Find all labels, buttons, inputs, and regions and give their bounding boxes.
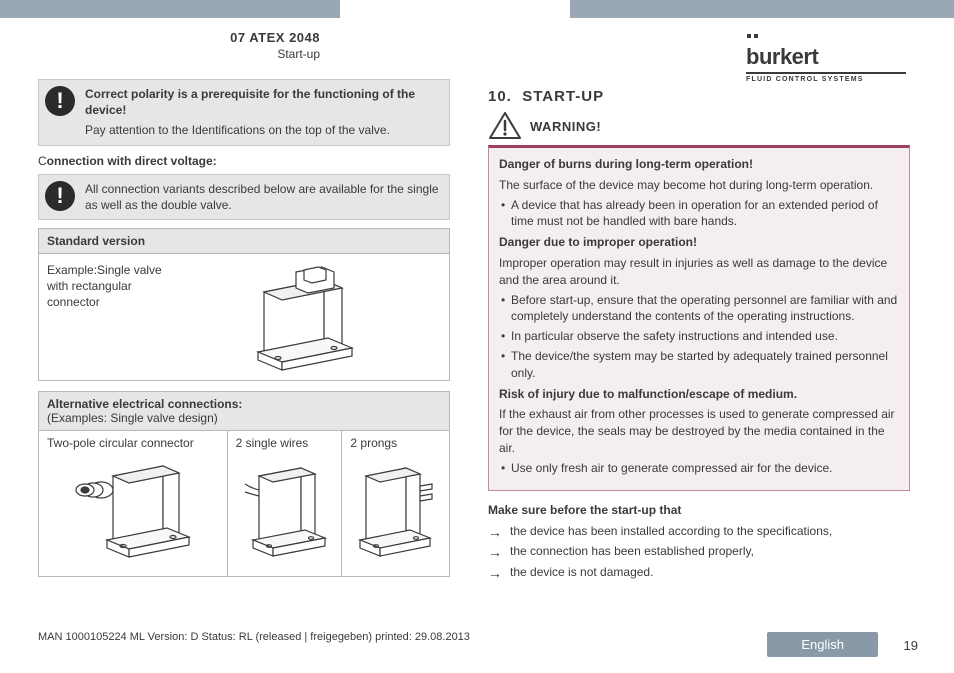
standard-version-caption: Example:Single valve with rectangular co…: [47, 262, 177, 372]
header-subtitle: Start-up: [38, 47, 320, 61]
checklist-item: the connection has been established prop…: [488, 543, 910, 560]
warning-triangle-icon: [488, 111, 522, 141]
footer-language-badge: English: [767, 632, 878, 657]
connection-heading: Connection with direct voltage:: [38, 154, 450, 168]
top-bar-right: [570, 0, 954, 18]
standard-version-head: Standard version: [39, 229, 449, 254]
burns-head: Danger of burns during long-term operati…: [499, 156, 899, 173]
checklist-item: the device has been installed according …: [488, 523, 910, 540]
improper-item: In particular observe the safety instruc…: [499, 328, 899, 345]
warning-header-row: WARNING!: [488, 111, 910, 141]
risk-item: Use only fresh air to generate compresse…: [499, 460, 899, 477]
improper-head: Danger due to improper operation!: [499, 234, 899, 251]
alt-label-2: 2 single wires: [236, 436, 334, 452]
valve-rectangular-connector-diagram: [177, 262, 441, 372]
warning-box: Danger of burns during long-term operati…: [488, 145, 910, 491]
section-heading: 10. START-UP: [488, 88, 910, 105]
top-color-bars: [0, 0, 954, 18]
burns-item: A device that has already been in operat…: [499, 197, 899, 231]
alt-cell-prongs: 2 prongs: [342, 431, 449, 576]
burns-text: The surface of the device may become hot…: [499, 177, 899, 194]
alternative-connections-head: Alternative electrical connections: (Exa…: [39, 392, 449, 431]
checklist: the device has been installed according …: [488, 523, 910, 581]
exclamation-icon: !: [45, 181, 75, 211]
alt-label-3: 2 prongs: [350, 436, 441, 452]
header-title: 07 ATEX 2048: [38, 30, 320, 45]
notice-variants: ! All connection variants described belo…: [38, 174, 450, 220]
notice-polarity-bold: Correct polarity is a prerequisite for t…: [85, 86, 441, 118]
alternative-connections-table: Alternative electrical connections: (Exa…: [38, 391, 450, 577]
notice-polarity-text: Pay attention to the Identifications on …: [85, 122, 441, 138]
footer-page-number: 19: [904, 638, 918, 653]
checklist-item: the device is not damaged.: [488, 564, 910, 581]
alt-cell-circular: Two-pole circular connector: [39, 431, 228, 576]
risk-text: If the exhaust air from other processes …: [499, 406, 899, 456]
improper-item: The device/the system may be started by …: [499, 348, 899, 382]
top-bar-left: [0, 0, 340, 18]
improper-item: Before start-up, ensure that the operati…: [499, 292, 899, 326]
page-header: 07 ATEX 2048 Start-up: [38, 30, 450, 61]
alt-cell-wires: 2 single wires: [228, 431, 343, 576]
valve-single-wires-diagram: [236, 458, 334, 568]
left-column: 07 ATEX 2048 Start-up ! Correct polarity…: [38, 30, 470, 673]
alt-label-1: Two-pole circular connector: [47, 436, 219, 452]
valve-circular-connector-diagram: [47, 458, 219, 568]
notice-polarity: ! Correct polarity is a prerequisite for…: [38, 79, 450, 146]
footer-document-id: MAN 1000105224 ML Version: D Status: RL …: [38, 631, 470, 643]
checklist-head: Make sure before the start-up that: [488, 503, 910, 517]
improper-text: Improper operation may result in injurie…: [499, 255, 899, 289]
notice-variants-text: All connection variants described below …: [85, 181, 441, 213]
standard-version-table: Standard version Example:Single valve wi…: [38, 228, 450, 381]
risk-head: Risk of injury due to malfunction/escape…: [499, 386, 899, 403]
exclamation-icon: !: [45, 86, 75, 116]
warning-label: WARNING!: [530, 119, 601, 134]
valve-prongs-diagram: [350, 458, 441, 568]
right-column: 10. START-UP WARNING! Danger of burns du…: [470, 30, 910, 673]
